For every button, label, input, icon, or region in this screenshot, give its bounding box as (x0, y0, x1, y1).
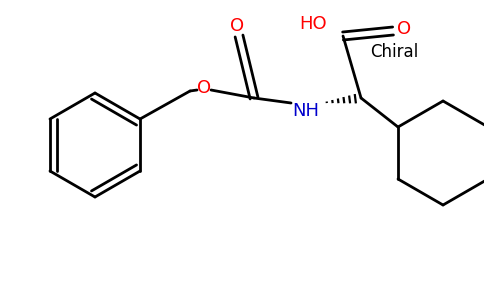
Text: Chiral: Chiral (370, 43, 418, 61)
Text: HO: HO (299, 15, 327, 33)
Text: O: O (197, 79, 211, 97)
Text: NH: NH (292, 102, 319, 120)
Text: O: O (397, 20, 411, 38)
Text: O: O (230, 17, 244, 35)
